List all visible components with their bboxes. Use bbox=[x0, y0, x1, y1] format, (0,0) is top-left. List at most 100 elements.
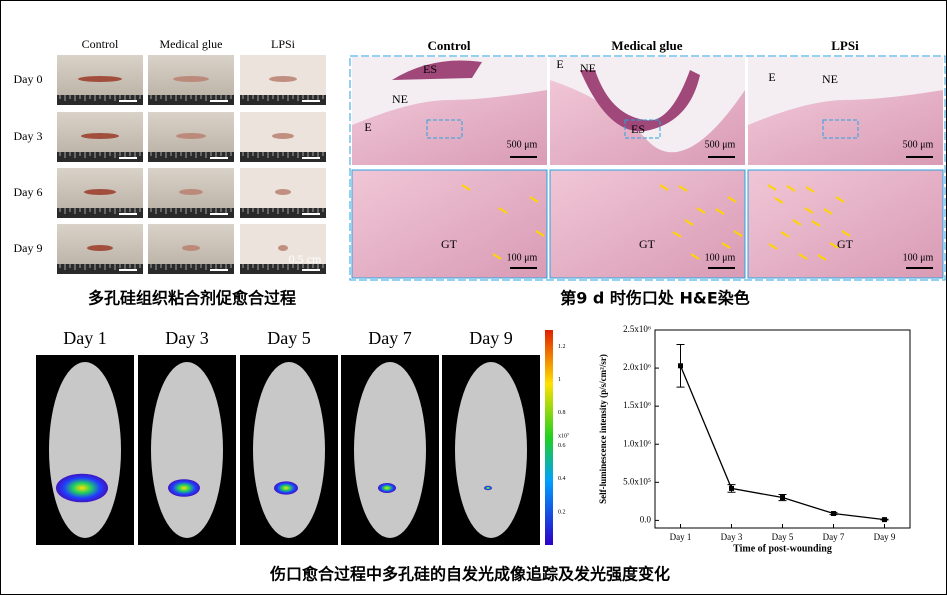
wound bbox=[275, 189, 291, 195]
x-axis-label: Time of post-wounding bbox=[733, 543, 832, 554]
zoom-box bbox=[426, 119, 463, 139]
y-tick-label: 2.0x10⁶ bbox=[623, 362, 651, 372]
mouse bbox=[354, 362, 426, 538]
wound bbox=[87, 245, 113, 251]
ruler bbox=[148, 95, 234, 105]
arrow bbox=[535, 230, 545, 237]
column-header: Medical glue bbox=[611, 38, 682, 53]
day-label: Day 7 bbox=[368, 328, 412, 348]
ruler bbox=[240, 152, 326, 162]
y-tick-label: 1.0x10⁶ bbox=[623, 438, 651, 448]
arrow bbox=[841, 230, 851, 237]
arrow bbox=[733, 230, 743, 237]
arrow bbox=[727, 196, 737, 203]
tissue bbox=[748, 90, 943, 165]
caption: 多孔硅组织粘合剂促愈合过程 bbox=[88, 289, 296, 308]
luminescence bbox=[274, 481, 298, 495]
mouse bbox=[455, 362, 527, 538]
arrow bbox=[715, 208, 725, 215]
histology-zoom bbox=[747, 169, 944, 279]
point bbox=[678, 363, 683, 369]
arrow bbox=[492, 253, 502, 260]
wound bbox=[272, 133, 294, 139]
day-label: Day 9 bbox=[469, 328, 513, 348]
caption: 第9 d 时伤口处 H&E染色 bbox=[560, 289, 750, 308]
point bbox=[729, 485, 734, 491]
ruler bbox=[148, 208, 234, 218]
arrow bbox=[792, 219, 802, 226]
x-tick-label: Day 5 bbox=[772, 532, 794, 542]
mouse bbox=[253, 362, 325, 538]
y-tick-label: 0.0 bbox=[640, 514, 652, 524]
tissue-label: ES bbox=[631, 122, 645, 136]
wound bbox=[173, 76, 209, 82]
wound bbox=[269, 76, 297, 82]
scab bbox=[580, 70, 700, 132]
tissue bbox=[352, 90, 547, 165]
arrow bbox=[529, 196, 539, 203]
colorbar-tick: 0.8 bbox=[558, 410, 566, 416]
arrow bbox=[804, 207, 814, 214]
point bbox=[831, 511, 836, 517]
x-tick-label: Day 3 bbox=[721, 532, 743, 542]
wound bbox=[278, 245, 288, 251]
day-label: Day 3 bbox=[165, 328, 209, 348]
day-label: Day 1 bbox=[63, 328, 107, 348]
ruler bbox=[240, 208, 326, 218]
x-tick-label: Day 7 bbox=[823, 532, 845, 542]
arrow bbox=[659, 184, 669, 191]
wound bbox=[179, 189, 203, 195]
tissue-label: NE bbox=[580, 61, 596, 75]
wound bbox=[78, 76, 122, 82]
luminescence bbox=[168, 479, 200, 497]
scab bbox=[392, 60, 482, 80]
ruler bbox=[57, 152, 143, 162]
scale-label: 100 μm bbox=[507, 252, 538, 263]
tissue-label: ES bbox=[423, 62, 437, 76]
y-tick-label: 1.5x10⁶ bbox=[623, 400, 651, 410]
row-label: Day 6 bbox=[14, 185, 43, 199]
arrow bbox=[768, 243, 778, 250]
tissue-label: E bbox=[768, 70, 775, 84]
arrow bbox=[811, 220, 821, 227]
wound bbox=[176, 133, 206, 139]
ruler bbox=[240, 95, 326, 105]
tissue-label: E bbox=[556, 57, 563, 71]
arrow bbox=[684, 219, 694, 226]
point bbox=[882, 517, 887, 523]
column-header: Control bbox=[427, 38, 470, 53]
arrow bbox=[817, 254, 827, 261]
luminescence bbox=[378, 483, 396, 493]
ruler bbox=[57, 264, 143, 274]
y-axis-label: Self-luminescence intensity (p/s/cm²/sr) bbox=[598, 354, 608, 504]
wound bbox=[182, 245, 200, 251]
column-header: Medical glue bbox=[160, 37, 223, 51]
row-label: Day 0 bbox=[14, 72, 43, 86]
scale-label: 100 μm bbox=[705, 252, 736, 263]
colorbar-tick: 0.2 bbox=[558, 509, 566, 515]
arrow bbox=[498, 207, 508, 214]
scale-label: 500 μm bbox=[507, 139, 538, 150]
ruler bbox=[57, 208, 143, 218]
tissue-label: NE bbox=[822, 72, 838, 86]
arrow bbox=[696, 207, 706, 214]
scale-label: 100 μm bbox=[903, 252, 934, 263]
zoom-box bbox=[624, 119, 661, 139]
arrow bbox=[461, 184, 471, 191]
x-tick-label: Day 1 bbox=[670, 532, 692, 542]
zoom-box bbox=[822, 119, 859, 139]
arrow bbox=[829, 242, 839, 249]
tissue-label: GT bbox=[441, 237, 458, 251]
arrow bbox=[672, 231, 682, 238]
arrow bbox=[767, 184, 777, 191]
arrow bbox=[823, 208, 833, 215]
arrow bbox=[721, 242, 731, 249]
caption: 伤口愈合过程中多孔硅的自发光成像追踪及发光强度变化 bbox=[269, 565, 670, 584]
arrow bbox=[835, 196, 845, 203]
arrow bbox=[786, 185, 796, 192]
ruler bbox=[57, 95, 143, 105]
arrow bbox=[805, 186, 815, 193]
colorbar-unit: x10⁷ bbox=[558, 433, 569, 439]
tissue-label: E bbox=[364, 120, 371, 134]
arrow bbox=[780, 231, 790, 238]
